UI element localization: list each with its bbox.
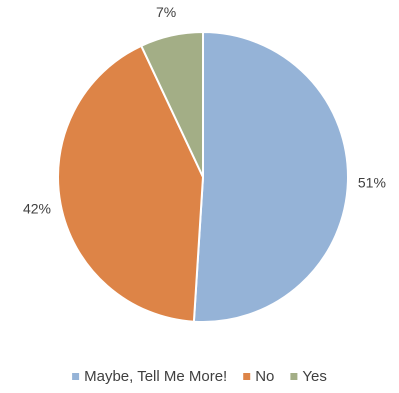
legend-swatch-maybe-tell-me-more [72,373,80,380]
pie-slice-yes [139,30,204,178]
pie-slice-maybe-tell-me-more [192,30,349,323]
data-label-maybe-tell-me-more: 51% [358,174,386,190]
legend-label-maybe-tell-me-more: Maybe, Tell Me More! [84,368,227,385]
pie-slices [57,30,349,323]
legend-label-yes: Yes [302,368,326,385]
data-label-yes: 7% [156,4,176,20]
data-label-no: 42% [23,201,51,217]
legend-label-no: No [255,368,274,385]
legend-item-maybe-tell-me-more: Maybe, Tell Me More! [72,368,227,385]
legend-item-no: No [243,368,274,385]
legend-swatch-no [243,373,251,380]
legend-swatch-yes [290,373,298,380]
legend-item-yes: Yes [290,368,327,385]
pie-slice-no [57,44,205,323]
data-labels: 51% 42% 7% [23,4,386,217]
legend: Maybe, Tell Me More! No Yes [72,368,327,385]
